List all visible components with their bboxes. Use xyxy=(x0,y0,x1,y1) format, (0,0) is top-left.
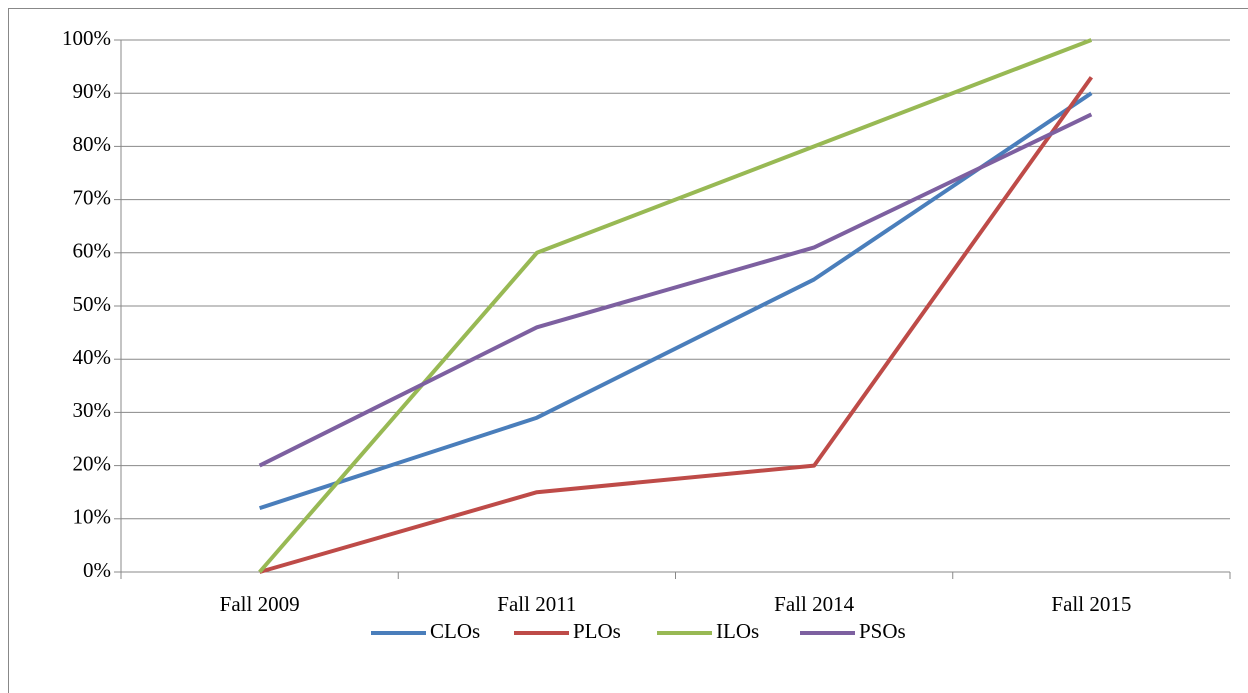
series-line xyxy=(258,38,1093,574)
y-tick-label: 60% xyxy=(73,239,112,263)
legend-label: PSOs xyxy=(859,619,906,643)
y-tick-label: 0% xyxy=(83,558,111,582)
legend-label: PLOs xyxy=(573,619,621,643)
series-line xyxy=(258,112,1093,468)
y-tick-label: 20% xyxy=(73,451,112,475)
series-line xyxy=(259,91,1093,511)
y-tick-label: 50% xyxy=(73,292,112,316)
series-line xyxy=(259,76,1094,574)
chart-frame xyxy=(8,8,1248,693)
x-tick-label: Fall 2015 xyxy=(1051,592,1131,616)
y-tick-label: 70% xyxy=(73,185,112,209)
y-tick-label: 80% xyxy=(73,132,112,156)
x-tick-label: Fall 2014 xyxy=(774,592,854,616)
legend-label: CLOs xyxy=(430,619,480,643)
legend-label: ILOs xyxy=(716,619,759,643)
y-tick-label: 100% xyxy=(62,26,111,50)
y-tick-label: 10% xyxy=(73,505,112,529)
x-tick-label: Fall 2011 xyxy=(497,592,576,616)
y-tick-label: 90% xyxy=(73,79,112,103)
x-tick-label: Fall 2009 xyxy=(220,592,300,616)
y-tick-label: 30% xyxy=(73,398,112,422)
y-tick-label: 40% xyxy=(73,345,112,369)
